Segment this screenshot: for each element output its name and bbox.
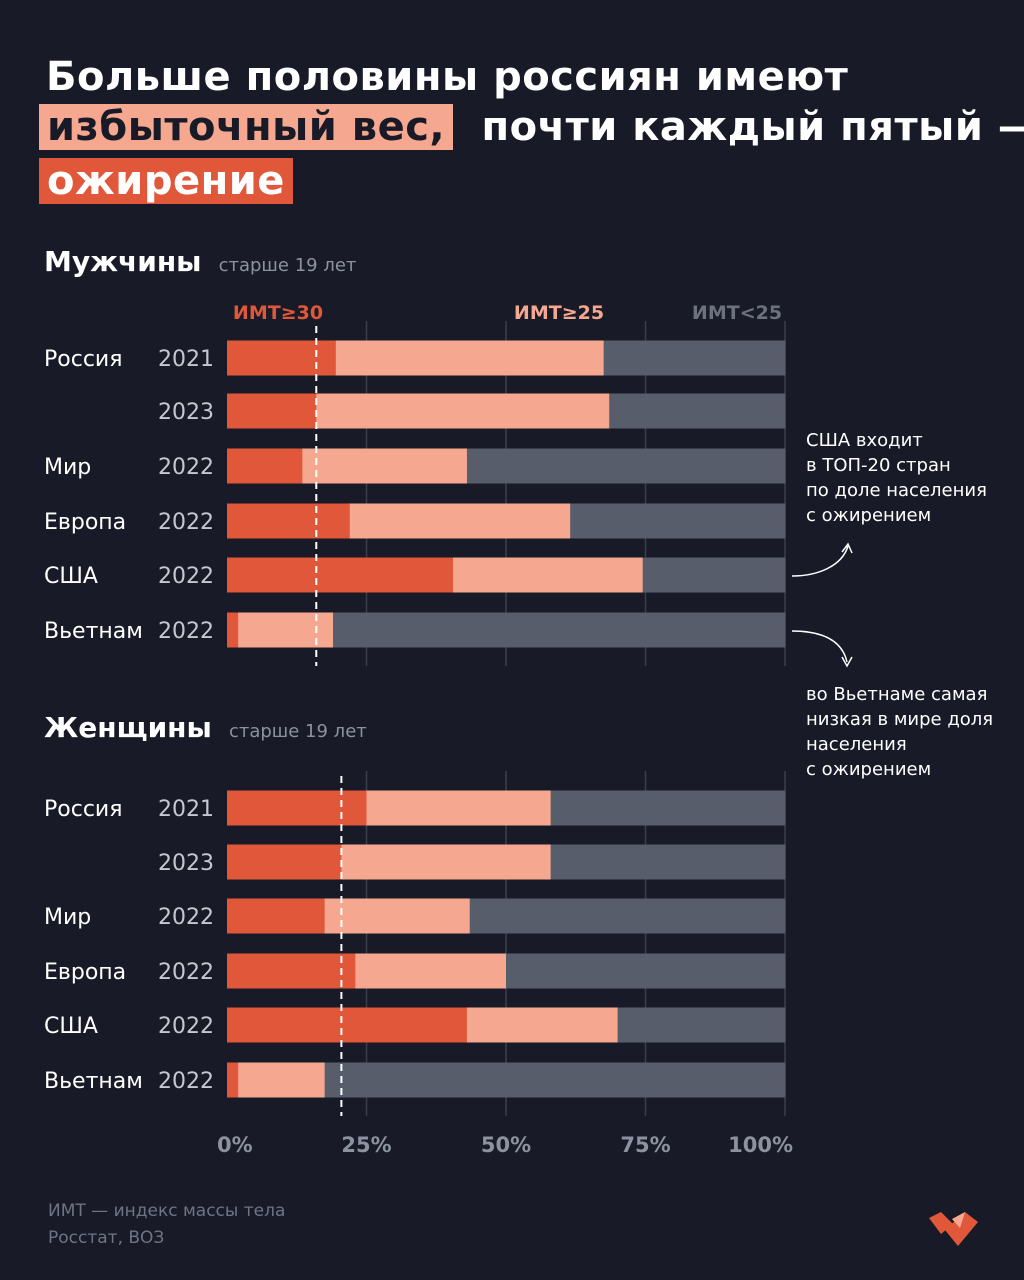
men-bar-overweight bbox=[316, 393, 610, 429]
women-bar-overweight bbox=[238, 1062, 326, 1098]
vietnam-annotation-line: населения bbox=[806, 734, 907, 755]
title-line-3: ожирение bbox=[39, 158, 293, 204]
women-bar-overweight bbox=[355, 953, 507, 989]
vietnam-annotation-line: низкая в мире доля bbox=[806, 709, 994, 730]
women-year-label: 2022 bbox=[158, 905, 214, 930]
men-bar-overweight bbox=[335, 340, 605, 376]
women-subtitle: старше 19 лет bbox=[228, 721, 367, 742]
men-year-label: 2022 bbox=[158, 564, 214, 589]
men-bar-obese bbox=[227, 393, 317, 429]
women-bar-obese bbox=[227, 1007, 468, 1043]
women-category-label: Мир bbox=[44, 905, 91, 930]
women-title: Женщины bbox=[44, 711, 212, 744]
men-bar-normal bbox=[333, 612, 786, 648]
title-line-2: избыточный вес, почти каждый пятый — bbox=[39, 104, 1024, 150]
men-year-label: 2022 bbox=[158, 455, 214, 480]
men-bar-obese bbox=[227, 340, 337, 376]
usa-annotation: США входит в ТОП-20 стран по доле населе… bbox=[806, 428, 987, 528]
men-bar-obese bbox=[227, 612, 239, 648]
women-bar-obese bbox=[227, 953, 356, 989]
men-year-label: 2023 bbox=[158, 400, 214, 425]
x-tick-label: 50% bbox=[481, 1133, 531, 1157]
legend-obese-label: ИМТ≥30 bbox=[233, 302, 323, 324]
men-category-label: Россия bbox=[44, 347, 122, 372]
women-bar-overweight bbox=[466, 1007, 619, 1043]
men-category-label: США bbox=[44, 564, 98, 589]
title-text-1: Больше половины россиян имеют bbox=[46, 54, 849, 100]
vietnam-annotation: во Вьетнаме самая низкая в мире доля нас… bbox=[806, 682, 993, 782]
women-year-label: 2022 bbox=[158, 1014, 214, 1039]
men-bar-overweight bbox=[238, 612, 334, 648]
title-highlight-overweight: избыточный вес, bbox=[39, 104, 454, 150]
title-text-2: почти каждый пятый — bbox=[481, 104, 1024, 150]
men-bar-overweight bbox=[302, 448, 468, 484]
title-line-1: Больше половины россиян имеют bbox=[46, 54, 848, 100]
men-year-label: 2022 bbox=[158, 510, 214, 535]
x-tick-label: 0% bbox=[217, 1133, 253, 1157]
women-year-label: 2022 bbox=[158, 1069, 214, 1094]
women-bar-obese bbox=[227, 844, 342, 880]
men-title: Мужчины bbox=[44, 245, 202, 278]
women-year-label: 2021 bbox=[158, 797, 214, 822]
women-bar-normal bbox=[550, 844, 786, 880]
usa-annotation-line: по доле населения bbox=[806, 480, 987, 501]
footer-definition: ИМТ — индекс массы тела bbox=[48, 1201, 286, 1221]
women-year-label: 2023 bbox=[158, 851, 214, 876]
women-bar-obese bbox=[227, 790, 367, 826]
men-bar-overweight bbox=[349, 503, 571, 539]
men-year-label: 2022 bbox=[158, 619, 214, 644]
women-year-label: 2022 bbox=[158, 960, 214, 985]
men-bar-normal bbox=[642, 557, 786, 593]
usa-annotation-line: с ожирением bbox=[806, 505, 932, 526]
men-year-label: 2021 bbox=[158, 347, 214, 372]
usa-annotation-line: в ТОП-20 стран bbox=[806, 455, 951, 476]
women-bar-normal bbox=[324, 1062, 786, 1098]
vietnam-annotation-arrowhead bbox=[841, 656, 853, 668]
women-bar-overweight bbox=[341, 844, 552, 880]
vietnam-annotation-line: во Вьетнаме самая bbox=[806, 684, 988, 705]
women-bar-obese bbox=[227, 898, 326, 934]
footer-source: Росстат, ВОЗ bbox=[48, 1228, 165, 1248]
women-bar-normal bbox=[506, 953, 786, 989]
legend-overweight-label: ИМТ≥25 bbox=[514, 302, 604, 324]
footer: ИМТ — индекс массы тела Росстат, ВОЗ bbox=[48, 1198, 285, 1252]
women-bar-normal bbox=[469, 898, 786, 934]
men-bar-obese bbox=[227, 448, 303, 484]
usa-annotation-arrowhead bbox=[841, 542, 853, 554]
men-bar-obese bbox=[227, 557, 454, 593]
men-category-label: Мир bbox=[44, 455, 91, 480]
women-bar-overweight bbox=[366, 790, 552, 826]
title-highlight-obesity: ожирение bbox=[39, 158, 293, 204]
x-tick-label: 100% bbox=[728, 1133, 793, 1157]
women-category-label: Вьетнам bbox=[44, 1069, 143, 1094]
men-category-label: Вьетнам bbox=[44, 619, 143, 644]
x-tick-label: 25% bbox=[341, 1133, 391, 1157]
men-category-label: Европа bbox=[44, 510, 126, 535]
men-section-title: Мужчины старше 19 лет bbox=[44, 245, 356, 278]
usa-annotation-arrow bbox=[791, 545, 849, 577]
x-tick-label: 75% bbox=[620, 1133, 670, 1157]
vietnam-annotation-line: с ожирением bbox=[806, 759, 932, 780]
men-subtitle: старше 19 лет bbox=[218, 255, 357, 276]
women-category-label: Европа bbox=[44, 960, 126, 985]
women-category-label: Россия bbox=[44, 797, 122, 822]
legend-normal-label: ИМТ<25 bbox=[692, 302, 782, 324]
men-bar-normal bbox=[603, 340, 786, 376]
women-bar-normal bbox=[550, 790, 786, 826]
men-bar-normal bbox=[466, 448, 786, 484]
usa-annotation-line: США входит bbox=[806, 430, 923, 451]
women-category-label: США bbox=[44, 1014, 98, 1039]
men-bar-overweight bbox=[452, 557, 644, 593]
men-bar-normal bbox=[570, 503, 786, 539]
women-bar-overweight bbox=[324, 898, 471, 934]
women-section-title: Женщины старше 19 лет bbox=[44, 711, 367, 744]
women-bar-obese bbox=[227, 1062, 239, 1098]
men-bar-normal bbox=[609, 393, 786, 429]
logo-icon bbox=[929, 1212, 978, 1246]
vietnam-annotation-arrow bbox=[791, 630, 848, 663]
men-bar-obese bbox=[227, 503, 351, 539]
women-bar-normal bbox=[617, 1007, 786, 1043]
